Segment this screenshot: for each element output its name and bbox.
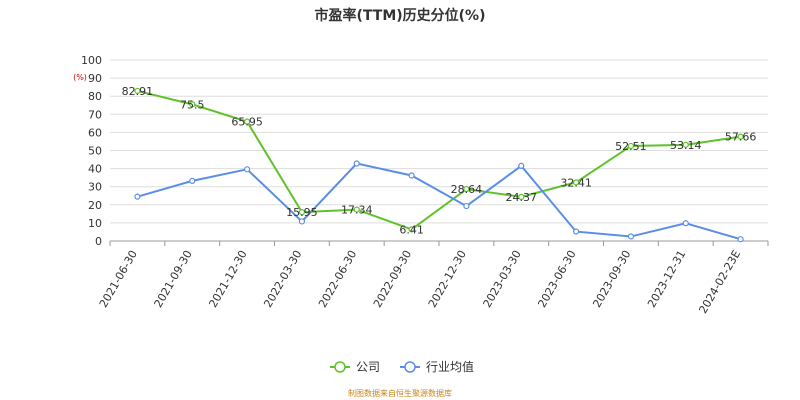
data-label: 15.95 [286, 206, 318, 219]
data-point [243, 166, 251, 173]
data-label: 6.41 [399, 223, 424, 236]
y-tick-label: 80 [88, 90, 102, 103]
series-line-1 [137, 162, 741, 241]
data-label: 75.5 [180, 98, 205, 111]
data-point [737, 236, 744, 243]
data-point [243, 118, 251, 125]
data-point [737, 133, 744, 140]
data-point [463, 202, 470, 210]
data-label: 65.95 [231, 116, 263, 129]
x-tick-label: 2022-12-30 [426, 248, 469, 310]
data-point [353, 206, 360, 213]
legend-item-label[interactable]: 公司 [356, 360, 380, 374]
data-label: 32.41 [560, 176, 592, 189]
data-point [189, 101, 196, 108]
data-label: 28.64 [451, 183, 483, 196]
data-label: 53.14 [670, 139, 702, 152]
data-label: 52.51 [615, 140, 647, 153]
y-tick-label: 30 [88, 181, 102, 194]
data-point [627, 142, 635, 150]
data-label: 57.66 [725, 131, 757, 144]
data-point [408, 226, 415, 233]
x-tick-label: 2021-12-30 [206, 248, 249, 310]
x-tick-label: 2022-06-30 [316, 248, 359, 310]
y-unit-label: (%) [73, 73, 87, 82]
x-tick-label: 2021-06-30 [97, 248, 140, 310]
data-point [518, 162, 525, 169]
data-label: 24.37 [506, 191, 538, 204]
data-point [572, 179, 580, 186]
data-point [627, 233, 635, 240]
data-point [298, 209, 306, 216]
data-label: 82.91 [122, 85, 154, 98]
data-point [463, 186, 470, 193]
data-point [353, 160, 360, 167]
x-axis: 2021-06-30 2021-09-30 2021-12-30 2022-03-30… [97, 240, 769, 316]
data-point [682, 141, 689, 148]
x-tick-label: 2023-12-31 [645, 248, 688, 310]
y-tick-label: 90 [88, 72, 102, 85]
x-tick-label: 2021-09-30 [152, 248, 195, 310]
x-tick-label: 2022-09-30 [371, 248, 414, 310]
y-tick-label: 10 [88, 217, 102, 230]
data-point [134, 193, 141, 200]
y-axis: 0 10 20 30 40 50 60 70 80 90 100 [81, 54, 102, 248]
data-labels: 82.91 75.5 65.95 15.95 17.34 6.41 28.64 24.37 32… [122, 85, 757, 236]
grid [110, 59, 768, 242]
data-point [189, 177, 196, 185]
series-group [134, 87, 744, 243]
y-tick-label: 70 [88, 108, 102, 121]
legend[interactable]: 公司 行业均值 [330, 359, 474, 374]
legend-item-label[interactable]: 行业均值 [426, 359, 474, 374]
y-tick-label: 0 [95, 235, 102, 248]
data-point [682, 220, 689, 227]
chart-title: 市盈率(TTM)历史分位(%) [315, 7, 486, 24]
data-point [518, 193, 525, 200]
data-point [572, 228, 580, 235]
legend-swatch-marker [404, 361, 416, 373]
y-tick-label: 40 [88, 163, 102, 176]
y-tick-label: 60 [88, 126, 102, 139]
x-tick-label: 2023-09-30 [590, 248, 633, 310]
data-point [298, 218, 306, 225]
x-tick-label: 2023-03-30 [481, 248, 524, 310]
y-tick-label: 100 [81, 54, 102, 67]
data-label: 17.34 [341, 204, 373, 217]
y-tick-label: 50 [88, 145, 102, 158]
x-tick-label: 2022-03-30 [261, 248, 304, 310]
series-line-0 [137, 89, 741, 231]
x-tick-label: 2023-06-30 [535, 248, 578, 310]
y-tick-label: 20 [88, 199, 102, 212]
source-note: 制图数据来自恒生聚源数据库 [348, 388, 452, 398]
data-point [134, 87, 141, 95]
data-point [408, 172, 415, 179]
legend-swatch-marker [334, 361, 346, 373]
x-tick-label: 2024-02-23E [696, 248, 743, 316]
